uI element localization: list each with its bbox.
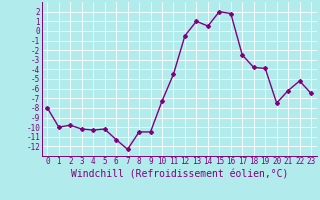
X-axis label: Windchill (Refroidissement éolien,°C): Windchill (Refroidissement éolien,°C)	[70, 169, 288, 179]
